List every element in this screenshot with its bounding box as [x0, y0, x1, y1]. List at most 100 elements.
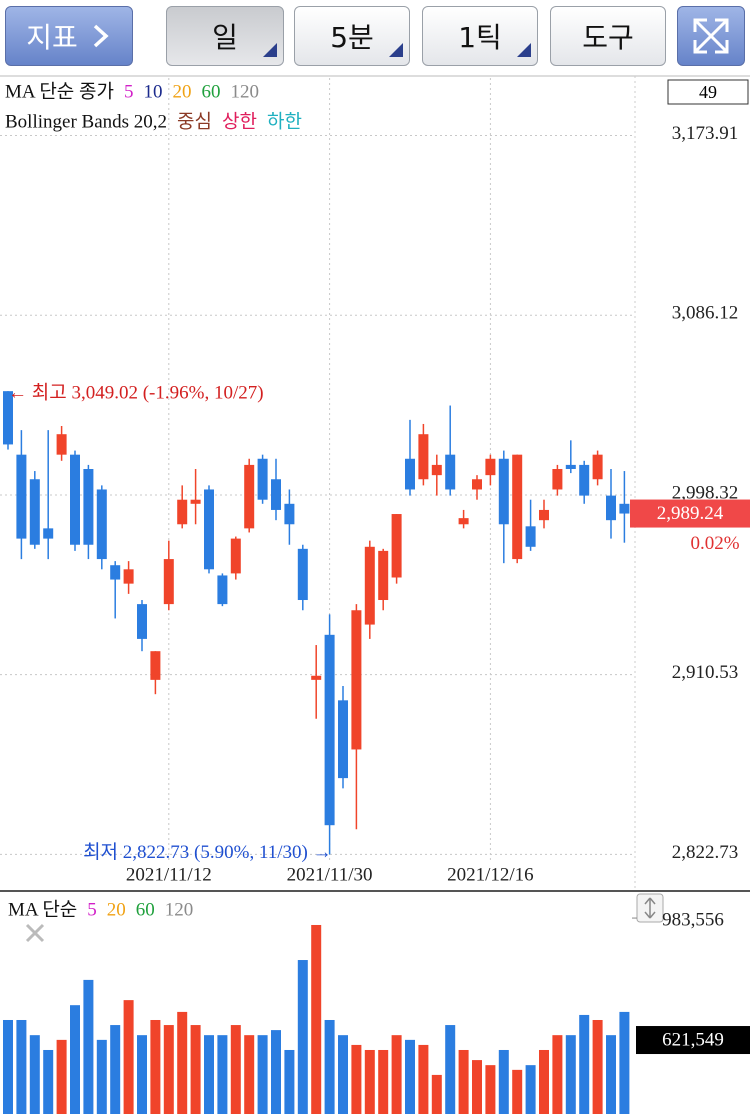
candle-body	[351, 610, 362, 750]
button-label: 도구	[582, 21, 634, 54]
close-icon[interactable]	[25, 923, 45, 943]
volume-bar	[29, 1035, 40, 1114]
candle-body	[43, 528, 54, 539]
candle-body	[472, 479, 482, 490]
volume-bar	[230, 1025, 241, 1114]
y-tick-label: 2,822.73	[672, 842, 739, 863]
volume-bar	[83, 979, 94, 1114]
candle-body	[150, 651, 161, 680]
volume-bar	[619, 1011, 630, 1114]
legend-label: MA 단순 종가	[5, 81, 114, 103]
volume-bar	[311, 924, 322, 1114]
candle-body	[338, 700, 348, 779]
dropdown-triangle	[389, 43, 403, 57]
dropdown-triangle	[263, 43, 277, 57]
volume-bar	[284, 1049, 295, 1114]
volume-bar	[43, 1049, 54, 1114]
candle-body	[56, 434, 67, 455]
candle-body	[431, 464, 442, 476]
volume-bar	[512, 1069, 523, 1114]
x-tick-label: 2021/12/16	[447, 865, 534, 886]
volume-bar	[137, 1035, 147, 1114]
candle-body	[525, 526, 536, 547]
volume-bar	[96, 1039, 107, 1114]
button-label: 지표	[26, 21, 78, 54]
legend-entry: 중심	[177, 111, 212, 133]
volume-bar	[525, 1065, 536, 1114]
volume-bar	[418, 1044, 429, 1114]
volume-bar	[431, 1074, 442, 1114]
candle-body	[16, 454, 27, 539]
day-button[interactable]: 일	[166, 6, 284, 66]
volume-bar	[271, 1030, 281, 1114]
volume-bar	[445, 1025, 456, 1114]
candle-body	[230, 538, 241, 574]
volume-bar	[391, 1035, 402, 1114]
indicator-button[interactable]: 지표	[5, 6, 133, 66]
candle-body	[190, 499, 201, 504]
volume-bar	[485, 1065, 496, 1114]
candle-body	[217, 575, 228, 605]
legend-entry: 10	[144, 82, 163, 103]
legend-entry: 60	[136, 900, 155, 921]
volume-bar	[16, 1019, 27, 1114]
volume-bar	[472, 1060, 482, 1114]
volume-bar	[338, 1035, 348, 1114]
candle-body	[70, 454, 80, 545]
candle-body	[271, 479, 281, 510]
volume-bar	[378, 1049, 389, 1114]
volume-bar	[70, 1005, 80, 1114]
change-label: 0.02%	[690, 533, 739, 554]
button-label: 1틱	[458, 21, 502, 54]
tools-button[interactable]: 도구	[550, 6, 666, 66]
legend-label: Bollinger Bands 20,2	[5, 112, 167, 133]
volume-bar	[244, 1035, 255, 1114]
expand-button[interactable]	[677, 6, 745, 66]
volume-bar	[606, 1035, 616, 1114]
legend-entry: 5	[124, 82, 134, 103]
dropdown-triangle	[517, 43, 531, 57]
candle-body	[579, 464, 590, 496]
volume-bar	[579, 1014, 590, 1114]
minute-button[interactable]: 5분	[294, 6, 410, 66]
candle-body	[498, 458, 509, 525]
plot: 3,173.91 3,086.12 2,998.32 2,910.53 2,822.73…	[0, 78, 750, 1114]
volume-bar	[163, 1025, 174, 1114]
candle-body	[458, 518, 469, 525]
volume-bar	[539, 1049, 549, 1114]
legend-entry: 60	[202, 82, 221, 103]
candle-body	[110, 565, 121, 580]
candle-body	[257, 458, 268, 500]
candle-body	[96, 489, 107, 560]
candle-body	[606, 495, 616, 521]
candle-body	[418, 434, 429, 480]
candle-body	[83, 469, 94, 545]
button-label: 5분	[330, 21, 374, 54]
volume-bar	[565, 1035, 576, 1114]
volume-bar	[150, 1019, 161, 1114]
volume-bar	[324, 1019, 335, 1114]
volume-bar	[3, 1019, 13, 1114]
volume-bar	[552, 1035, 563, 1114]
legend-entry: 20	[107, 900, 126, 921]
candle-body	[284, 503, 295, 525]
y-tick-label: 2,910.53	[672, 662, 739, 683]
candle-body	[391, 514, 402, 578]
legend-entry: 5	[87, 900, 97, 921]
y-tick-label: 3,173.91	[672, 123, 739, 144]
volume-bar	[297, 960, 308, 1114]
tick-button[interactable]: 1틱	[422, 6, 538, 66]
candle-body	[297, 548, 308, 601]
period-value: 49	[699, 82, 717, 102]
legend-label: MA 단순	[8, 899, 77, 921]
volume-bar	[190, 1025, 201, 1114]
y-tick-label: 983,556	[662, 910, 724, 931]
last-price-label: 2,989.24	[657, 503, 724, 524]
volume-bar	[204, 1035, 214, 1114]
legend-entry: 하한	[267, 111, 302, 133]
candle-body	[592, 454, 603, 480]
candle-body	[137, 604, 147, 639]
candle-body	[204, 489, 214, 570]
